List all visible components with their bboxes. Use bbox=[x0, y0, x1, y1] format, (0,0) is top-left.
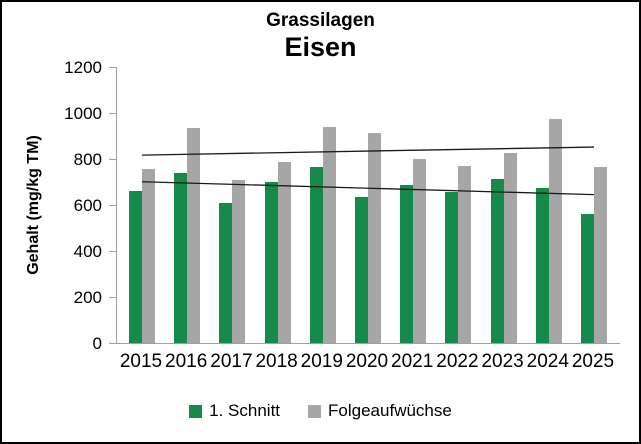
plot-area bbox=[116, 67, 620, 344]
bar-schnitt-2024 bbox=[535, 187, 549, 343]
x-tick-label-2016: 2016 bbox=[165, 351, 208, 372]
bar-schnitt-2016 bbox=[174, 172, 188, 343]
bar-schnitt-2021 bbox=[400, 185, 414, 343]
x-tick-label-2017: 2017 bbox=[210, 351, 253, 372]
bar-folgeaufwuechse-2018 bbox=[277, 162, 291, 343]
bar-folgeaufwuechse-2023 bbox=[503, 153, 517, 343]
x-tick-label-2019: 2019 bbox=[300, 351, 343, 372]
bar-folgeaufwuechse-2019 bbox=[322, 126, 336, 343]
bar-schnitt-2017 bbox=[219, 202, 233, 343]
bar-schnitt-2023 bbox=[490, 178, 504, 343]
x-tick-label-2021: 2021 bbox=[391, 351, 434, 372]
y-tick-mark-800 bbox=[109, 159, 116, 160]
trendline-0 bbox=[141, 181, 595, 196]
legend-item-folgeaufwuechse: Folgeaufwüchse bbox=[308, 401, 452, 421]
x-tick-label-2023: 2023 bbox=[481, 351, 524, 372]
y-tick-mark-200 bbox=[109, 297, 116, 298]
bar-folgeaufwuechse-2020 bbox=[368, 132, 381, 343]
bar-folgeaufwuechse-2016 bbox=[187, 127, 201, 343]
bar-folgeaufwuechse-2025 bbox=[594, 167, 607, 343]
bar-folgeaufwuechse-2017 bbox=[232, 179, 246, 343]
legend-item-schnitt: 1. Schnitt bbox=[189, 401, 280, 421]
x-tick-label-2024: 2024 bbox=[526, 351, 569, 372]
chart-title: Grassilagen bbox=[266, 10, 375, 31]
legend-swatch-icon bbox=[189, 404, 203, 418]
y-tick-label-1200: 1200 bbox=[64, 57, 102, 77]
bar-schnitt-2025 bbox=[581, 214, 594, 343]
legend: 1. Schnitt Folgeaufwüchse bbox=[2, 401, 639, 421]
y-tick-label-600: 600 bbox=[73, 195, 102, 215]
bar-folgeaufwuechse-2015 bbox=[142, 169, 155, 343]
x-tick-label-2020: 2020 bbox=[345, 351, 389, 372]
x-tick-label-2018: 2018 bbox=[255, 351, 298, 372]
x-tick-label-2022: 2022 bbox=[436, 351, 479, 372]
bar-folgeaufwuechse-2024 bbox=[548, 118, 562, 343]
bar-folgeaufwuechse-2022 bbox=[458, 165, 472, 343]
y-tick-mark-0 bbox=[109, 343, 116, 344]
bar-schnitt-2019 bbox=[309, 167, 323, 343]
y-tick-label-200: 200 bbox=[73, 287, 102, 307]
y-tick-mark-400 bbox=[109, 251, 116, 252]
bar-schnitt-2015 bbox=[129, 191, 142, 343]
chart-subtitle: Eisen bbox=[284, 32, 357, 62]
y-tick-mark-600 bbox=[109, 205, 116, 206]
y-tick-mark-1200 bbox=[109, 67, 116, 68]
trendlines-layer bbox=[141, 146, 595, 196]
y-tick-label-800: 800 bbox=[73, 149, 102, 169]
y-tick-label-0: 0 bbox=[92, 333, 102, 353]
legend-label: 1. Schnitt bbox=[209, 401, 281, 420]
y-tick-label-1000: 1000 bbox=[64, 103, 102, 123]
trendline-1 bbox=[141, 146, 595, 156]
bar-folgeaufwuechse-2021 bbox=[413, 159, 427, 343]
y-axis-title: Gehalt (mg/kg TM) bbox=[25, 135, 42, 275]
x-tick-label-2025: 2025 bbox=[571, 351, 615, 372]
y-tick-mark-1000 bbox=[109, 113, 116, 114]
x-tick-label-2015: 2015 bbox=[119, 351, 163, 372]
legend-label: Folgeaufwüchse bbox=[328, 401, 452, 420]
bar-schnitt-2018 bbox=[264, 182, 278, 343]
bar-schnitt-2020 bbox=[355, 196, 368, 343]
legend-swatch-icon bbox=[308, 404, 322, 418]
bar-schnitt-2022 bbox=[445, 192, 459, 343]
y-tick-label-400: 400 bbox=[73, 241, 102, 261]
